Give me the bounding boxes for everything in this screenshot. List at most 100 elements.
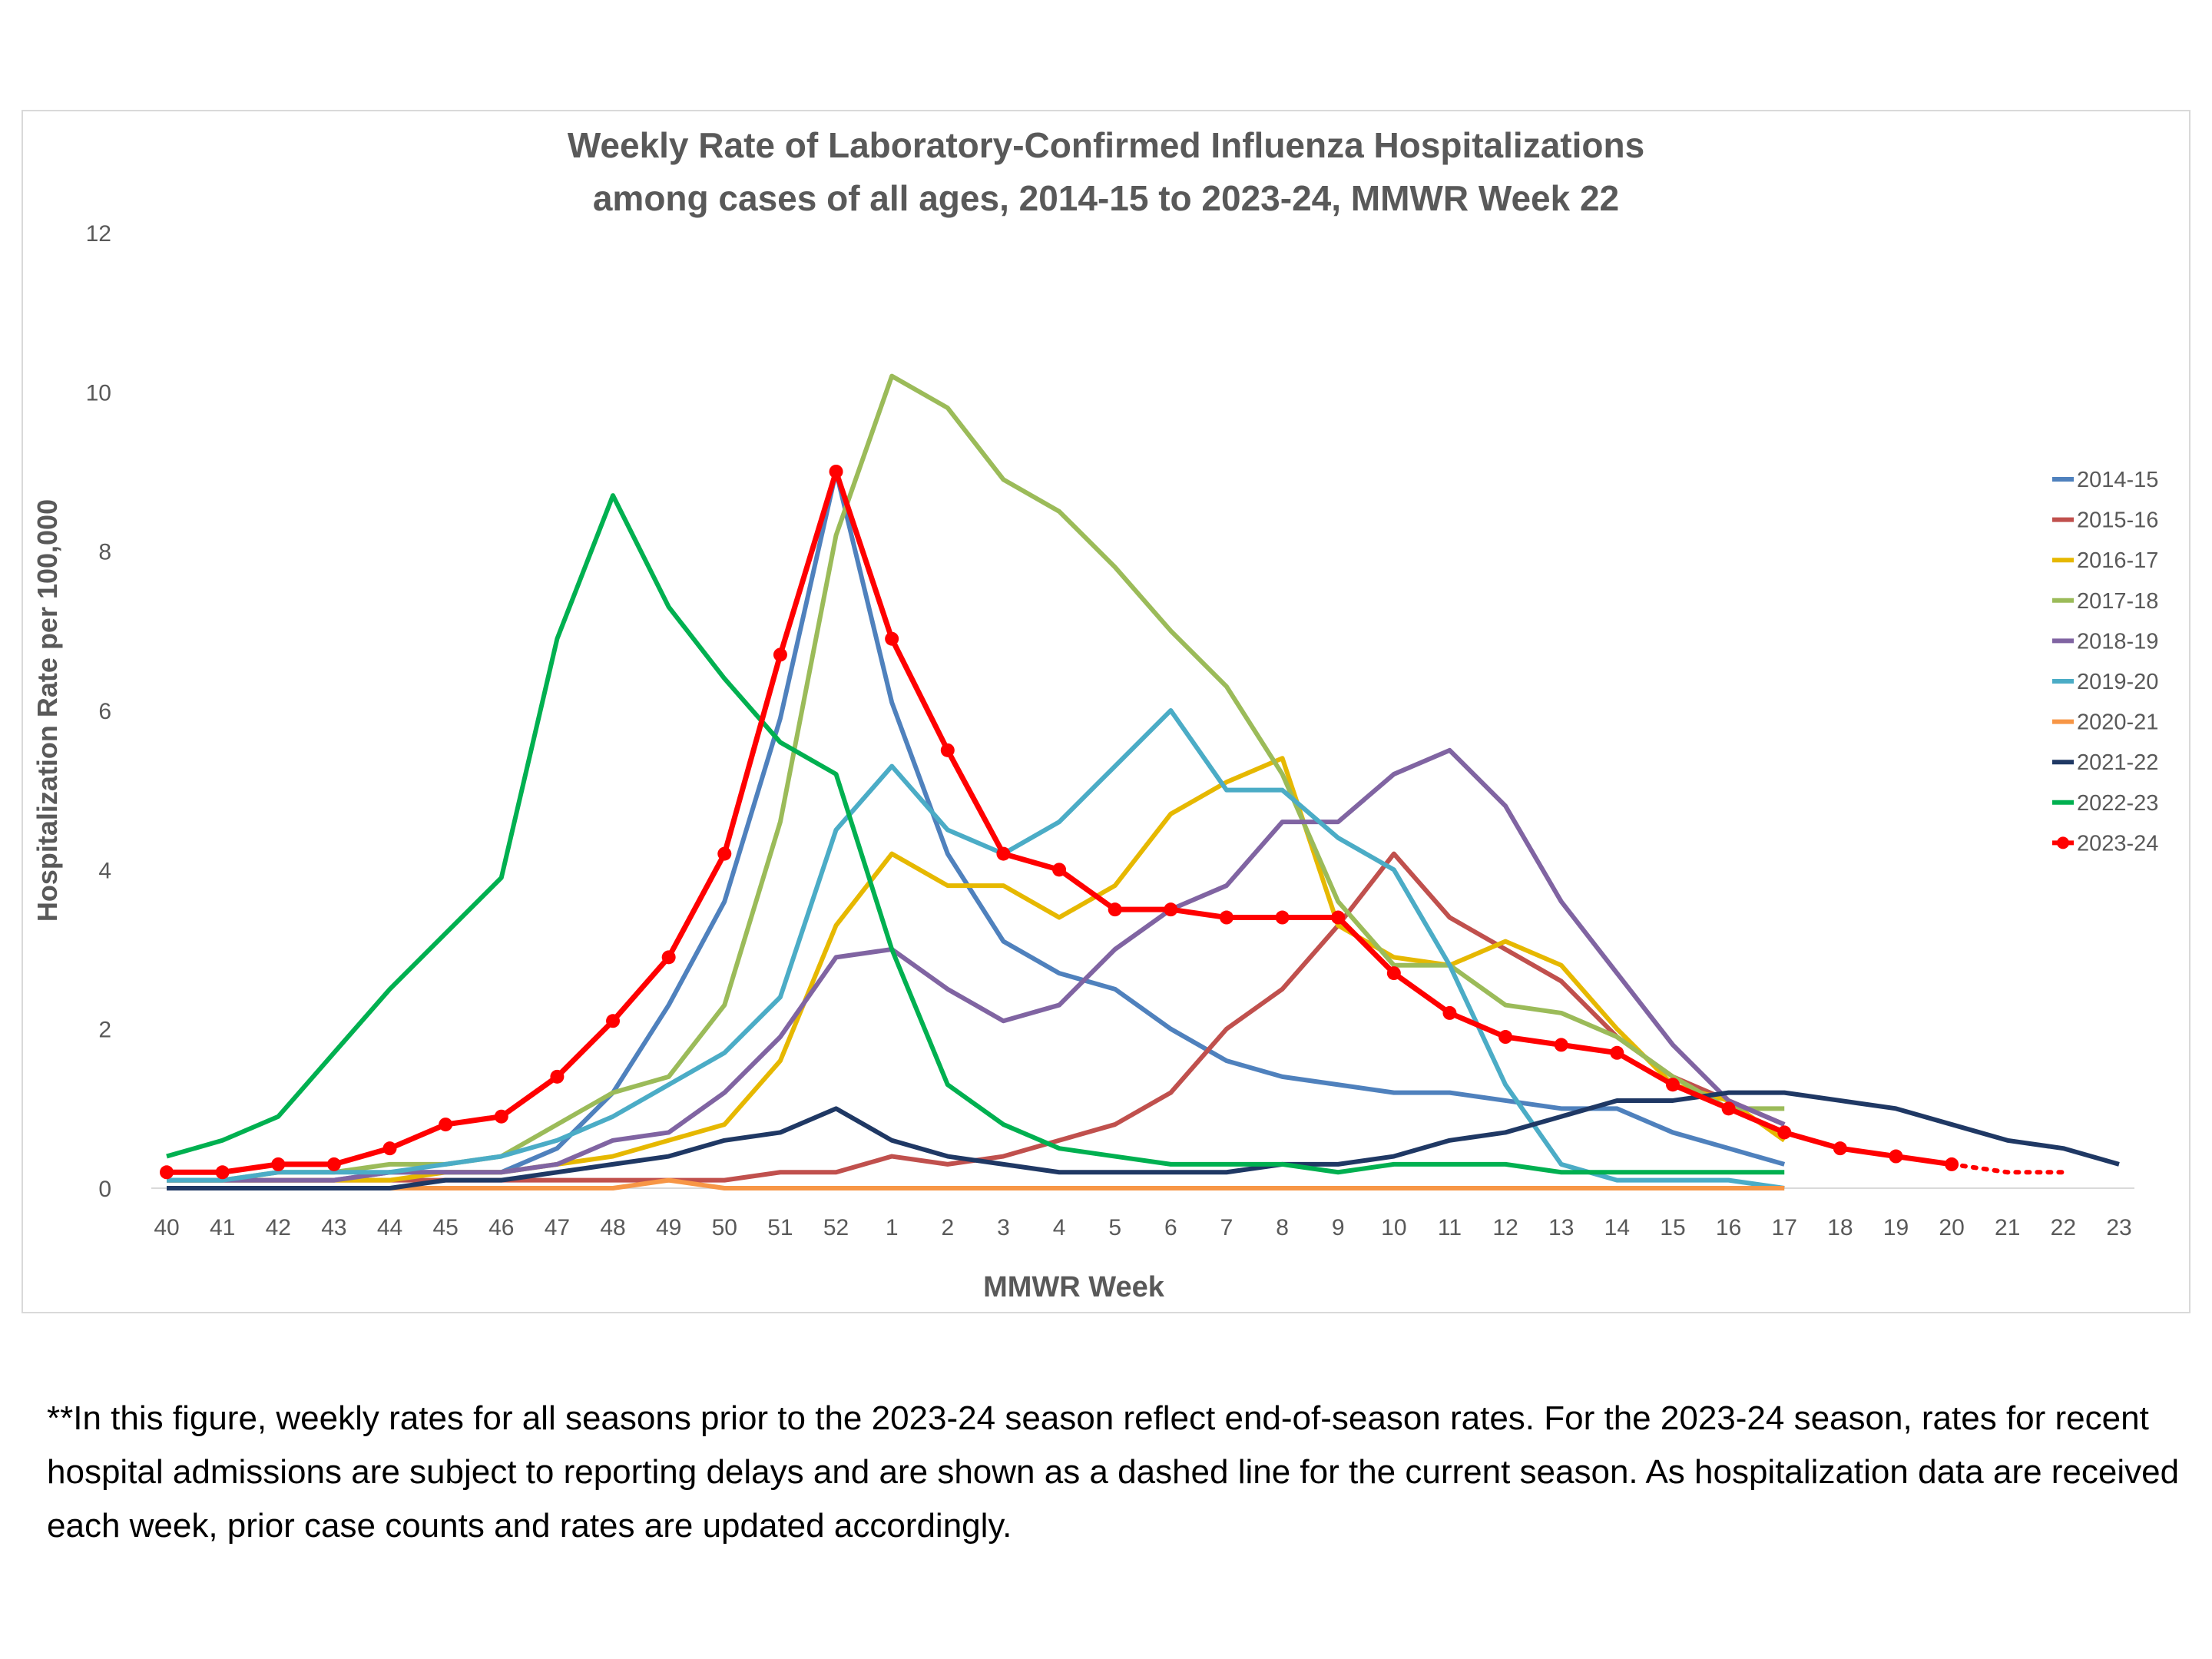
y-tick-label: 12	[86, 221, 111, 247]
series-dashed-line-2023-24	[1949, 1161, 2066, 1175]
x-tick-label: 10	[1381, 1215, 1406, 1240]
x-tick-label: 21	[1995, 1215, 2020, 1240]
y-tick-label: 8	[98, 540, 111, 565]
data-point-2023-24	[1275, 910, 1290, 925]
x-axis-label: MMWR Week	[983, 1271, 1165, 1303]
series-line-2018-19	[167, 747, 1786, 1183]
y-tick-label: 10	[86, 380, 111, 406]
y-tick-label: 0	[98, 1177, 111, 1202]
x-tick-label: 8	[1276, 1215, 1289, 1240]
data-point-2023-24	[1945, 1157, 1959, 1171]
data-point-2023-24	[1164, 902, 1178, 917]
data-point-2023-24	[382, 1141, 397, 1156]
legend-label: 2021-22	[2077, 750, 2158, 775]
data-point-2023-24	[439, 1118, 453, 1132]
data-point-2023-24	[1108, 902, 1122, 917]
x-tick-label: 15	[1660, 1215, 1685, 1240]
legend-label: 2016-17	[2077, 548, 2158, 573]
data-point-2023-24	[1610, 1045, 1624, 1060]
series-line-2022-23	[166, 493, 1785, 1175]
data-point-2023-24	[1219, 910, 1233, 925]
x-tick-label: 40	[154, 1215, 179, 1240]
series-line-2020-21	[167, 1177, 1785, 1190]
x-tick-label: 4	[1053, 1215, 1066, 1240]
x-tick-label: 3	[997, 1215, 1010, 1240]
data-point-2023-24	[1498, 1030, 1513, 1045]
data-point-2023-24	[215, 1165, 230, 1180]
x-tick-label: 44	[377, 1215, 402, 1240]
legend-label: 2015-16	[2077, 508, 2158, 533]
y-tick-label: 2	[98, 1018, 111, 1043]
data-point-2023-24	[550, 1069, 565, 1084]
y-axis-label: Hospitalization Rate per 100,000	[31, 499, 63, 922]
x-tick-label: 5	[1108, 1215, 1121, 1240]
x-tick-label: 14	[1604, 1215, 1630, 1240]
series-line-2015-16	[167, 851, 1786, 1183]
x-tick-label: 45	[432, 1215, 458, 1240]
x-tick-label: 11	[1438, 1215, 1462, 1240]
series-line-2017-18	[167, 373, 1785, 1183]
x-tick-label: 13	[1548, 1215, 1574, 1240]
x-tick-label: 49	[656, 1215, 681, 1240]
legend-label: 2019-20	[2077, 670, 2158, 694]
data-point-2023-24	[1777, 1125, 1792, 1140]
y-tick-label: 4	[98, 858, 111, 883]
legend-label: 2023-24	[2077, 831, 2158, 856]
legend-label: 2014-15	[2077, 468, 2158, 492]
x-tick-label: 1	[886, 1215, 899, 1240]
series-line-2021-22	[167, 1090, 2120, 1190]
footnote: **In this figure, weekly rates for all s…	[47, 1399, 2180, 1545]
legend-marker	[2057, 836, 2069, 849]
series-line-2014-15	[167, 469, 1786, 1183]
data-point-2023-24	[1889, 1149, 1903, 1164]
data-point-2023-24	[885, 631, 899, 646]
data-point-2023-24	[1554, 1038, 1568, 1052]
x-tick-label: 12	[1492, 1215, 1518, 1240]
data-point-2023-24	[1665, 1078, 1680, 1092]
chart: Weekly Rate of Laboratory-Confirmed Infl…	[31, 125, 2158, 1303]
data-point-2023-24	[1721, 1101, 1736, 1116]
legend-label: 2020-21	[2077, 710, 2158, 735]
data-point-2023-24	[829, 465, 843, 478]
x-tick-label: 7	[1220, 1215, 1233, 1240]
x-tick-label: 16	[1716, 1215, 1741, 1240]
data-point-2023-24	[1331, 910, 1346, 925]
data-point-2023-24	[606, 1014, 621, 1028]
data-point-2023-24	[1386, 966, 1401, 981]
x-tick-label: 47	[545, 1215, 570, 1240]
x-tick-label: 46	[488, 1215, 514, 1240]
x-tick-label: 51	[767, 1215, 793, 1240]
x-tick-label: 50	[712, 1215, 737, 1240]
x-tick-label: 48	[600, 1215, 625, 1240]
x-tick-label: 17	[1772, 1215, 1797, 1240]
x-tick-label: 6	[1164, 1215, 1177, 1240]
x-tick-label: 9	[1332, 1215, 1345, 1240]
x-tick-label: 52	[823, 1215, 849, 1240]
data-point-2023-24	[773, 647, 787, 662]
x-tick-label: 42	[266, 1215, 291, 1240]
data-point-2023-24	[271, 1157, 286, 1171]
x-tick-label: 19	[1883, 1215, 1909, 1240]
chart-title-line-2: among cases of all ages, 2014-15 to 2023…	[593, 178, 1619, 218]
x-tick-label: 23	[2106, 1215, 2131, 1240]
series-line-2019-20	[167, 708, 1785, 1190]
legend-label: 2022-23	[2077, 791, 2158, 816]
data-point-2023-24	[1442, 1005, 1457, 1020]
y-tick-label: 6	[98, 699, 111, 724]
chart-title-line-1: Weekly Rate of Laboratory-Confirmed Infl…	[568, 125, 1644, 165]
data-point-2023-24	[1052, 863, 1067, 877]
legend-label: 2017-18	[2077, 589, 2158, 614]
data-point-2023-24	[940, 743, 955, 757]
data-point-2023-24	[1833, 1141, 1847, 1156]
x-tick-label: 43	[321, 1215, 346, 1240]
x-tick-label: 2	[941, 1215, 954, 1240]
x-tick-label: 41	[210, 1215, 235, 1240]
data-point-2023-24	[996, 846, 1011, 861]
x-tick-label: 22	[2051, 1215, 2076, 1240]
data-point-2023-24	[160, 1165, 174, 1180]
chart-frame	[22, 110, 2190, 1313]
x-tick-label: 18	[1827, 1215, 1853, 1240]
data-point-2023-24	[717, 846, 732, 861]
legend-label: 2018-19	[2077, 629, 2158, 654]
data-point-2023-24	[661, 950, 676, 965]
